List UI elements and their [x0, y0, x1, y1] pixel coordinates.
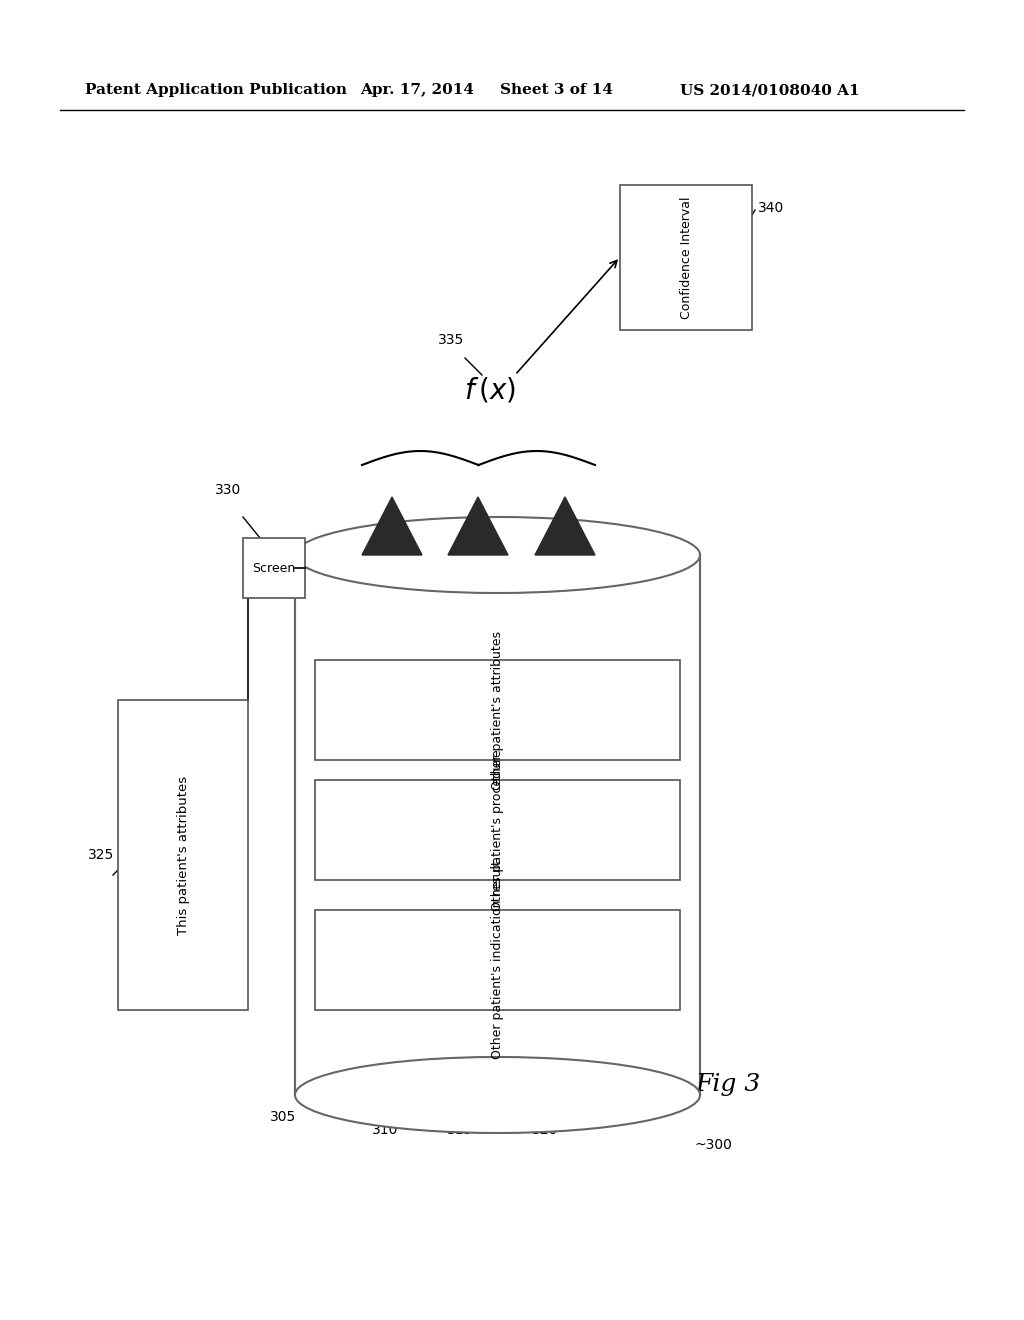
Bar	[315, 909, 680, 1010]
Text: 335: 335	[438, 333, 464, 347]
Ellipse shape	[295, 517, 700, 593]
Text: $f\/(x)$: $f\/(x)$	[464, 375, 516, 404]
Text: 305: 305	[270, 1110, 296, 1125]
Text: Apr. 17, 2014: Apr. 17, 2014	[360, 83, 474, 96]
Text: 330: 330	[215, 483, 242, 498]
Polygon shape	[449, 498, 508, 554]
Text: Screen: Screen	[252, 561, 296, 574]
Text: This patient's attributes: This patient's attributes	[176, 775, 189, 935]
Bar	[295, 554, 700, 1096]
Text: Sheet 3 of 14: Sheet 3 of 14	[500, 83, 613, 96]
Text: 315: 315	[446, 1123, 473, 1137]
Text: Other patient's procedure: Other patient's procedure	[490, 750, 504, 911]
Bar	[243, 539, 305, 598]
Ellipse shape	[295, 1057, 700, 1133]
Bar	[315, 780, 680, 880]
Text: 340: 340	[758, 201, 784, 215]
Text: Confidence Interval: Confidence Interval	[680, 197, 692, 318]
Text: Other patient's attributes: Other patient's attributes	[490, 631, 504, 789]
Text: ~300: ~300	[695, 1138, 733, 1152]
Text: 325: 325	[88, 847, 115, 862]
Text: US 2014/0108040 A1: US 2014/0108040 A1	[680, 83, 859, 96]
Polygon shape	[362, 498, 422, 554]
Text: 310: 310	[372, 1123, 398, 1137]
Bar	[118, 700, 248, 1010]
Text: Fig 3: Fig 3	[695, 1073, 760, 1097]
Text: Patent Application Publication: Patent Application Publication	[85, 83, 347, 96]
Bar	[315, 660, 680, 760]
Bar	[620, 185, 752, 330]
Polygon shape	[535, 498, 595, 554]
Text: 320: 320	[531, 1123, 558, 1137]
Text: Other patient's indication result: Other patient's indication result	[490, 861, 504, 1060]
